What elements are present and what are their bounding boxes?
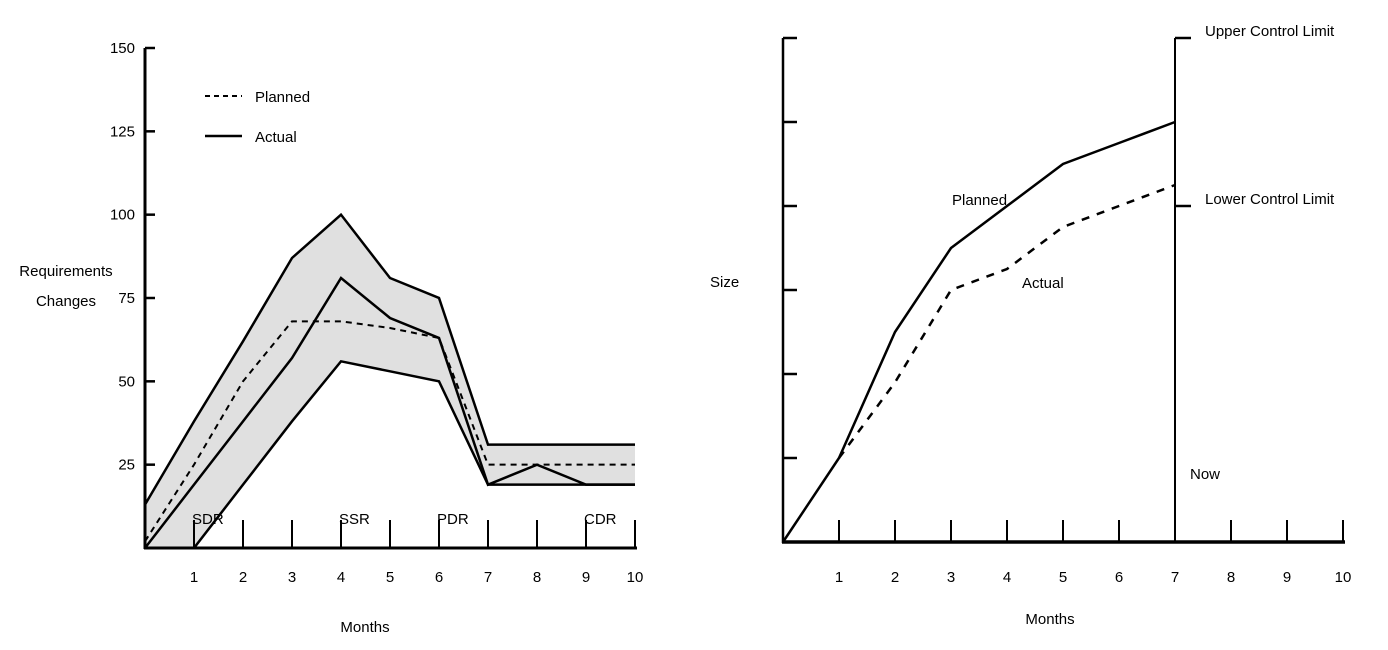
series-planned-line bbox=[144, 320, 635, 542]
left-x-tick-label: 10 bbox=[627, 569, 644, 586]
legend-planned-label: Planned bbox=[255, 89, 310, 106]
legend-actual-label: Actual bbox=[255, 129, 297, 146]
right-actual-label: Actual bbox=[1022, 275, 1064, 292]
band-upper-line bbox=[143, 212, 635, 506]
left-y-tick-label: 100 bbox=[110, 207, 135, 224]
size-chart: Size Months Planned Actual Upper Control… bbox=[710, 23, 1351, 628]
left-xlabel: Months bbox=[340, 619, 389, 636]
lower-control-limit-label: Lower Control Limit bbox=[1205, 191, 1335, 208]
left-x-tick-label: 2 bbox=[239, 569, 247, 586]
series-actual-line bbox=[837, 183, 1176, 459]
left-y-tick-label: 125 bbox=[110, 123, 135, 140]
left-y-tick-label: 150 bbox=[110, 40, 135, 57]
left-x-tick-label: 8 bbox=[533, 569, 541, 586]
left-x-tick-label: 3 bbox=[288, 569, 296, 586]
right-x-tick-label: 5 bbox=[1059, 569, 1067, 586]
series-planned-line bbox=[781, 120, 1176, 543]
left-x-tick-label: 6 bbox=[435, 569, 443, 586]
left-y-tick-label: 75 bbox=[118, 290, 135, 307]
right-x-tick-label: 6 bbox=[1115, 569, 1123, 586]
band-lower-line bbox=[145, 359, 635, 550]
left-y-tick-label: 50 bbox=[118, 373, 135, 390]
right-x-tick-label: 9 bbox=[1283, 569, 1291, 586]
right-x-tick-label: 8 bbox=[1227, 569, 1235, 586]
milestone-label-sdr: SDR bbox=[192, 511, 224, 528]
right-x-tick-label: 1 bbox=[835, 569, 843, 586]
left-ylabel-line1: Requirements bbox=[19, 263, 112, 280]
left-x-tick-label: 9 bbox=[582, 569, 590, 586]
right-x-tick-label: 3 bbox=[947, 569, 955, 586]
right-x-tick-label: 4 bbox=[1003, 569, 1011, 586]
right-x-tick-label: 7 bbox=[1171, 569, 1179, 586]
milestone-label-cdr: CDR bbox=[584, 511, 617, 528]
series-actual-line bbox=[144, 276, 635, 549]
left-x-tick-label: 4 bbox=[337, 569, 345, 586]
right-ylabel: Size bbox=[710, 274, 739, 291]
left-x-tick-label: 1 bbox=[190, 569, 198, 586]
milestone-label-ssr: SSR bbox=[339, 511, 370, 528]
right-x-tick-label: 10 bbox=[1335, 569, 1352, 586]
left-x-tick-label: 5 bbox=[386, 569, 394, 586]
right-xlabel: Months bbox=[1025, 611, 1074, 628]
left-ylabel-line2: Changes bbox=[36, 293, 96, 310]
milestone-label-pdr: PDR bbox=[437, 511, 469, 528]
right-x-tick-label: 2 bbox=[891, 569, 899, 586]
now-label: Now bbox=[1190, 466, 1220, 483]
requirements-changes-chart: Requirements Changes Months Planned Actu… bbox=[19, 40, 643, 636]
left-y-tick-label: 25 bbox=[118, 457, 135, 474]
upper-control-limit-label: Upper Control Limit bbox=[1205, 23, 1335, 40]
left-x-tick-label: 7 bbox=[484, 569, 492, 586]
right-planned-label: Planned bbox=[952, 192, 1007, 209]
